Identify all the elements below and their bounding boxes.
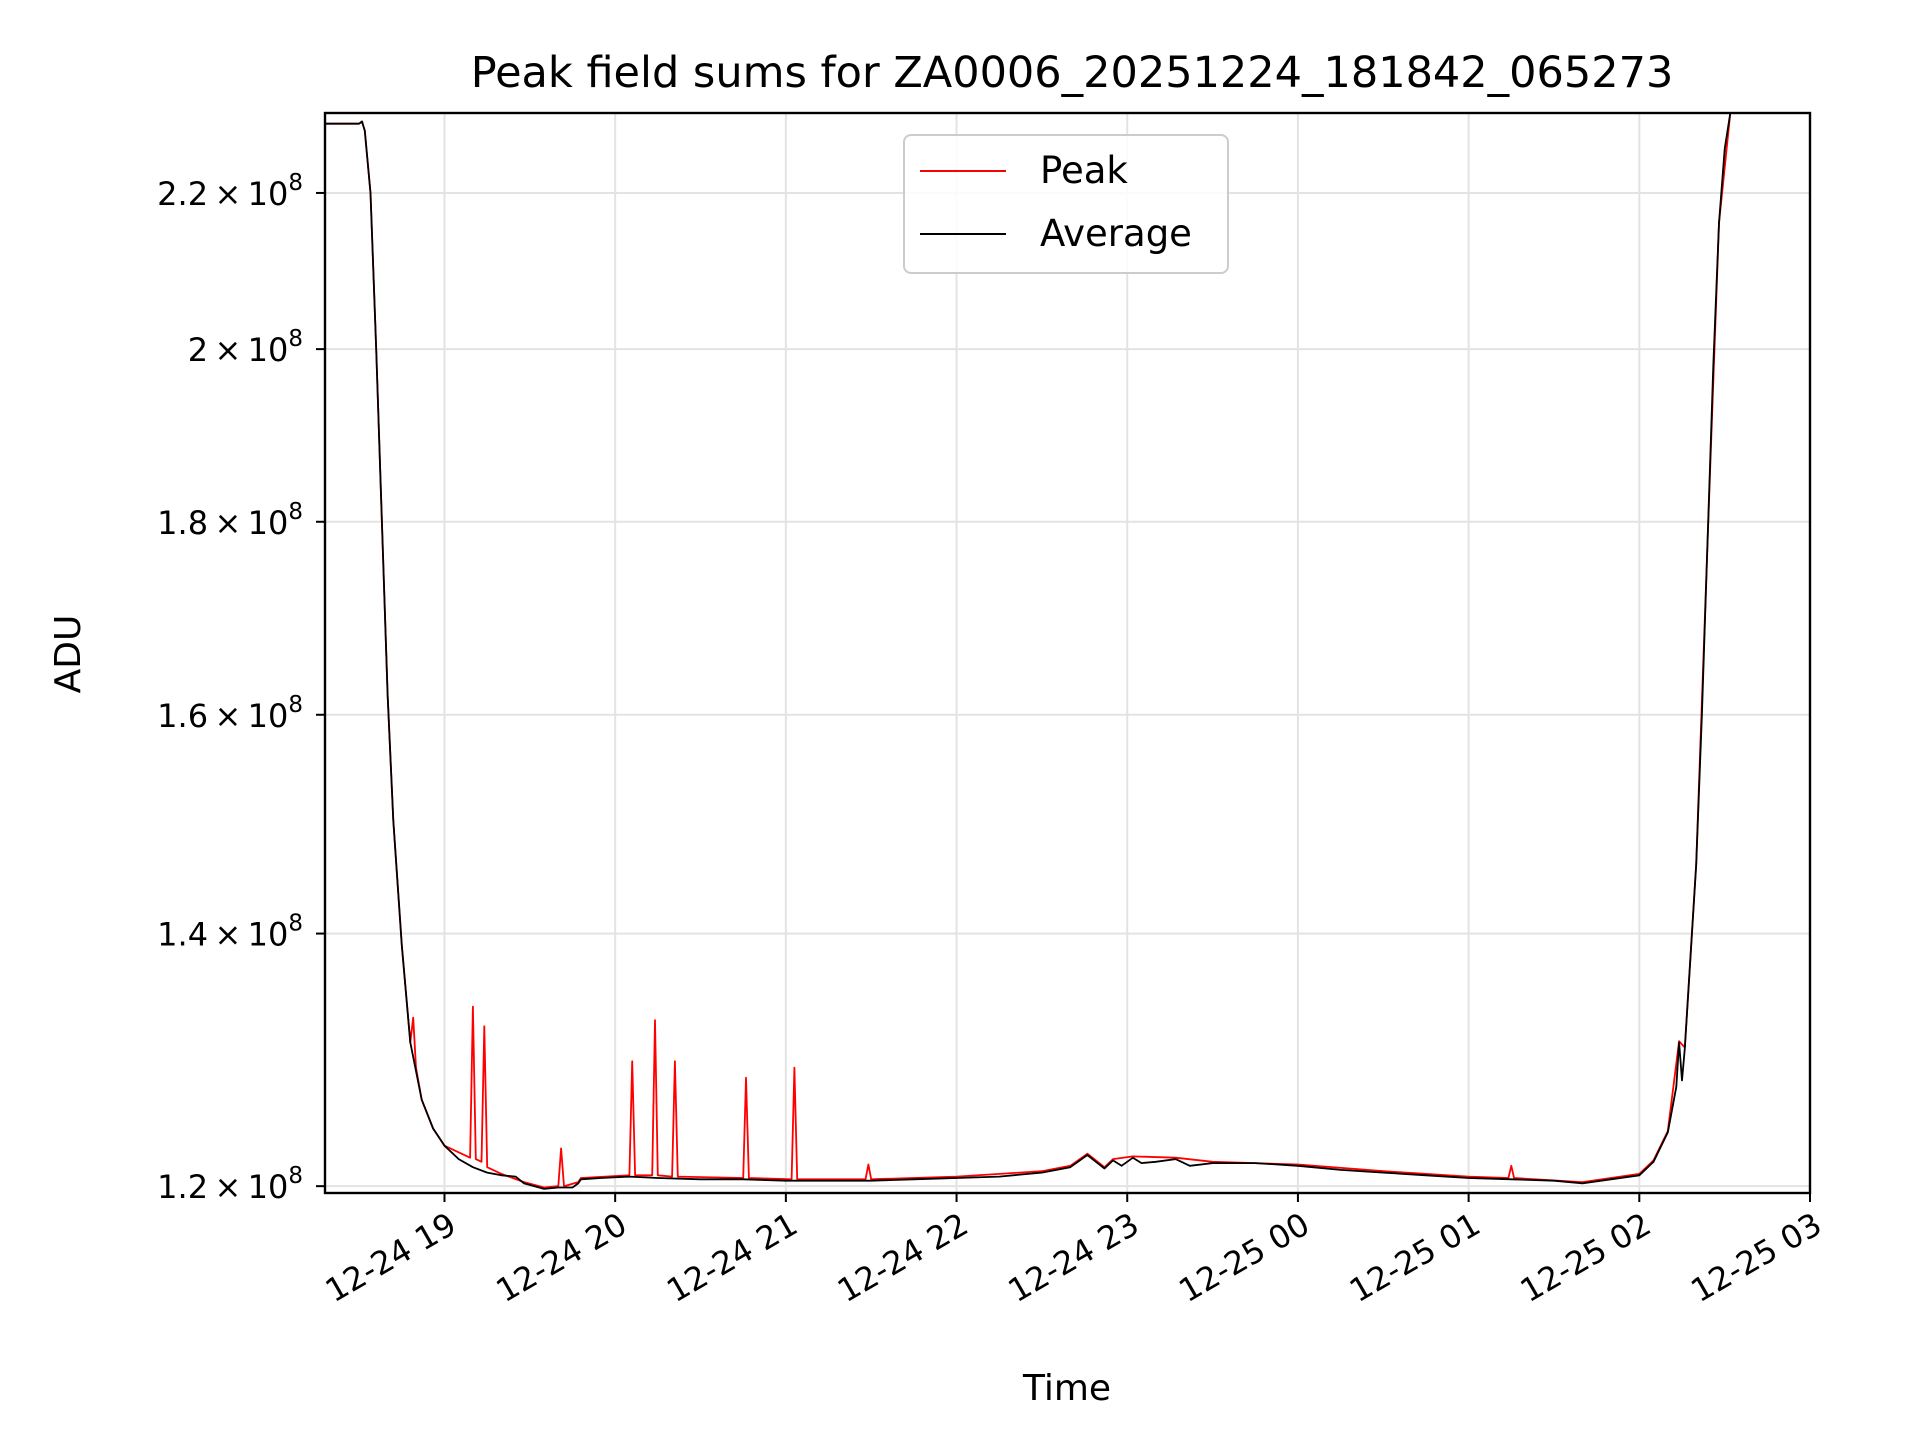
x-axis: 12-24 19 12-24 20 12-24 21 12-24 22 12-24 23… (319, 1193, 1828, 1310)
y-tick-label: 2.2 × 108 (157, 170, 303, 213)
x-tick-label: 12-25 02 (1514, 1205, 1658, 1310)
x-tick-label: 12-24 20 (490, 1205, 634, 1310)
plot-frame (323, 111, 1812, 1195)
y-tick-label: 1.2 × 108 (157, 1163, 303, 1206)
legend-label-average: Average (1040, 212, 1192, 255)
x-axis-label: Time (1022, 1368, 1111, 1409)
series-layer (325, 112, 1732, 1190)
y-tick-label: 1.4 × 108 (157, 911, 303, 954)
grid (325, 113, 1811, 1193)
y-axis: 1.2 × 108 1.4 × 108 1.6 × 108 1.8 × 108 2 × … (157, 170, 325, 1206)
y-tick-label: 2 × 108 (188, 326, 303, 369)
chart-title: Peak field sums for ZA0006_20251224_1818… (471, 48, 1674, 98)
x-tick-label: 12-25 03 (1684, 1205, 1828, 1310)
x-tick-label: 12-24 22 (831, 1205, 975, 1310)
y-tick-label: 1.6 × 108 (157, 692, 303, 735)
legend: Peak Average (903, 134, 1229, 274)
x-tick-label: 12-24 21 (660, 1205, 804, 1310)
x-tick-label: 12-25 00 (1172, 1205, 1316, 1310)
series-line-peak (325, 112, 1732, 1189)
x-tick-label: 12-25 01 (1343, 1205, 1487, 1310)
x-tick-label: 12-24 23 (1002, 1205, 1146, 1310)
x-tick-label: 12-24 19 (319, 1205, 463, 1310)
series-line-average (325, 112, 1732, 1190)
legend-label-peak: Peak (1040, 149, 1128, 192)
y-axis-label: ADU (48, 615, 89, 694)
y-tick-label: 1.8 × 108 (157, 499, 303, 542)
legend-box (903, 134, 1229, 274)
